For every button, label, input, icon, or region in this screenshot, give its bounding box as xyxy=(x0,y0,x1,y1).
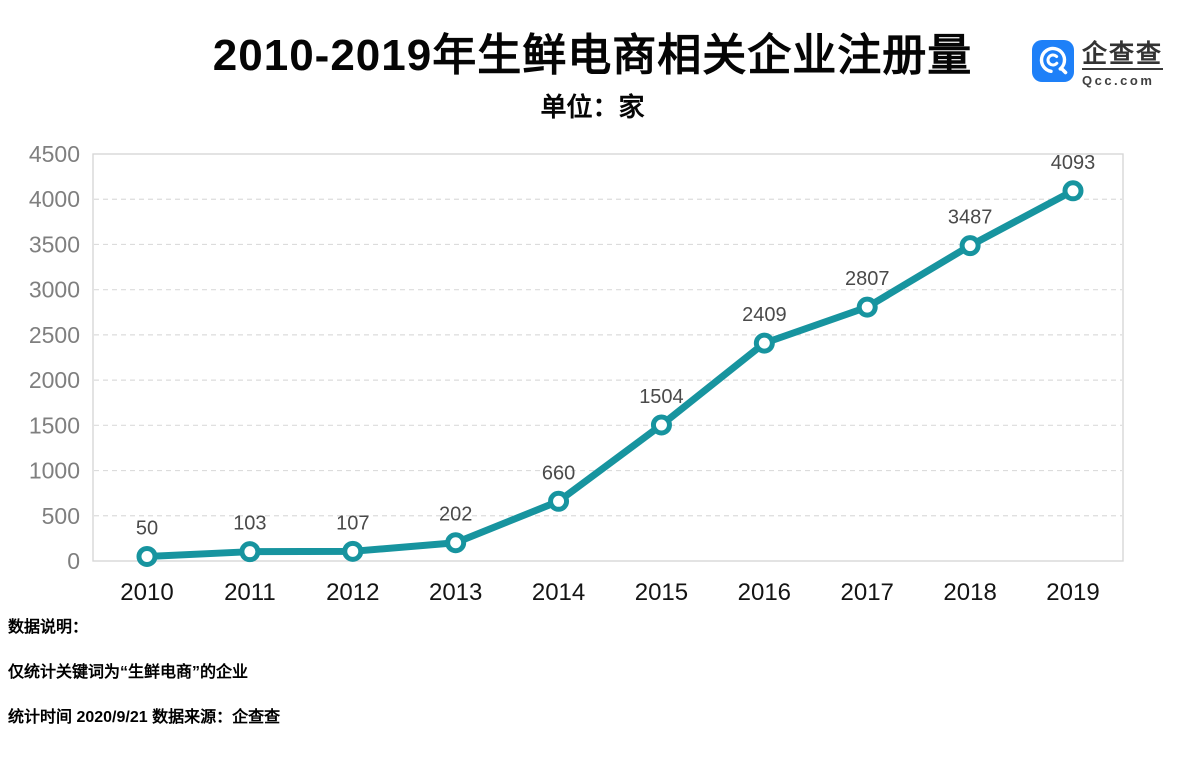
y-tick-label: 3000 xyxy=(29,277,80,303)
y-tick-label: 4500 xyxy=(29,141,80,167)
data-point xyxy=(856,296,878,318)
value-label: 103 xyxy=(233,513,266,535)
y-tick-label: 3500 xyxy=(29,231,80,257)
x-tick-label: 2014 xyxy=(532,579,585,606)
value-label: 107 xyxy=(336,512,369,534)
data-point xyxy=(445,532,467,554)
data-point xyxy=(342,540,364,562)
data-point xyxy=(239,541,261,563)
notes-scope: 仅统计关键词为“生鲜电商”的企业 xyxy=(8,664,249,682)
chart-header: 2010-2019年生鲜电商相关企业注册量 单位：家 xyxy=(0,30,1185,124)
y-tick-label: 500 xyxy=(42,503,80,529)
unit-label: 单位：家 xyxy=(540,91,645,122)
value-label: 660 xyxy=(542,462,575,484)
data-point xyxy=(136,545,158,567)
page-title: 2010-2019年生鲜电商相关企业注册量 xyxy=(212,31,973,80)
data-point xyxy=(1062,180,1084,202)
value-label: 4093 xyxy=(1051,152,1096,174)
x-tick-label: 2019 xyxy=(1046,579,1099,606)
y-tick-label: 2000 xyxy=(29,367,80,393)
value-label: 50 xyxy=(136,517,158,539)
x-tick-label: 2015 xyxy=(635,579,688,606)
x-tick-label: 2017 xyxy=(841,579,894,606)
notes-source: 统计时间 2020/9/21 数据来源：企查查 xyxy=(8,709,281,727)
x-tick-label: 2016 xyxy=(738,579,791,606)
y-tick-label: 4000 xyxy=(29,186,80,212)
value-label: 2807 xyxy=(845,268,890,290)
data-point xyxy=(548,490,570,512)
data-point xyxy=(650,414,672,436)
trend-line xyxy=(143,187,1077,560)
x-tick-label: 2013 xyxy=(429,579,482,606)
qcc-logo-text: 企查查 Qcc.com xyxy=(1081,41,1163,89)
x-tick-label: 2012 xyxy=(326,579,379,606)
plot-border xyxy=(92,153,1124,562)
data-notes: 数据说明： 仅统计关键词为“生鲜电商”的企业 统计时间 2020/9/21 数据… xyxy=(8,618,280,754)
line-chart: 0 500 1000 1500 2000 2500 3000 3500 4000 4500 2010… xyxy=(29,141,1124,606)
y-tick-label: 0 xyxy=(67,548,80,574)
qcc-logo-icon xyxy=(1031,40,1074,82)
y-tick-label: 2500 xyxy=(29,322,80,348)
value-label: 1504 xyxy=(639,386,684,408)
data-point xyxy=(753,332,775,354)
qcc-logo-domain: Qcc.com xyxy=(1081,73,1155,89)
qcc-logo: 企查查 Qcc.com xyxy=(1031,40,1163,89)
magnifier-spiral-icon xyxy=(1039,46,1068,75)
value-label: 2409 xyxy=(742,304,787,326)
x-tick-label: 2018 xyxy=(943,579,996,606)
data-point xyxy=(959,235,981,257)
x-tick-label: 2011 xyxy=(224,579,276,606)
y-tick-label: 1000 xyxy=(29,458,80,484)
value-label: 3487 xyxy=(948,207,993,229)
y-tick-label: 1500 xyxy=(29,412,80,438)
qcc-logo-name: 企查查 xyxy=(1081,41,1163,71)
notes-heading: 数据说明： xyxy=(8,619,89,636)
x-tick-label: 2010 xyxy=(120,579,173,606)
value-label: 202 xyxy=(439,504,472,526)
